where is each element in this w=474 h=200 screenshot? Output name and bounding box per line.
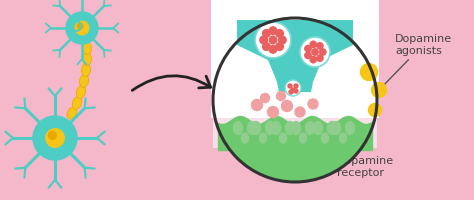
Ellipse shape <box>76 86 86 99</box>
Circle shape <box>75 22 89 36</box>
Circle shape <box>295 107 305 117</box>
Ellipse shape <box>285 122 294 135</box>
Ellipse shape <box>80 75 89 88</box>
Ellipse shape <box>313 122 322 135</box>
Circle shape <box>368 104 382 117</box>
Circle shape <box>319 50 326 56</box>
Circle shape <box>312 50 318 56</box>
Ellipse shape <box>82 64 91 77</box>
Circle shape <box>361 64 377 81</box>
Ellipse shape <box>265 122 274 135</box>
Ellipse shape <box>331 122 340 135</box>
Circle shape <box>300 38 330 68</box>
Circle shape <box>213 19 377 182</box>
Ellipse shape <box>280 133 286 143</box>
Circle shape <box>263 44 270 51</box>
Circle shape <box>317 43 323 50</box>
Circle shape <box>288 85 292 89</box>
Polygon shape <box>237 21 353 93</box>
Circle shape <box>294 90 298 94</box>
Ellipse shape <box>306 122 315 135</box>
Circle shape <box>279 37 286 45</box>
Ellipse shape <box>82 53 91 66</box>
Circle shape <box>267 107 279 118</box>
Circle shape <box>269 46 277 54</box>
Circle shape <box>213 19 377 182</box>
Ellipse shape <box>346 122 355 135</box>
Text: Dopamine
receptor: Dopamine receptor <box>302 134 394 177</box>
Circle shape <box>48 132 56 140</box>
Circle shape <box>289 91 293 95</box>
FancyArrowPatch shape <box>132 76 210 91</box>
Circle shape <box>255 23 291 59</box>
Circle shape <box>276 44 283 51</box>
Circle shape <box>46 129 64 148</box>
Ellipse shape <box>259 133 266 143</box>
Circle shape <box>276 92 285 101</box>
Ellipse shape <box>72 97 82 110</box>
Circle shape <box>66 13 98 45</box>
Circle shape <box>305 46 311 53</box>
Circle shape <box>260 37 267 45</box>
Circle shape <box>310 42 317 48</box>
Circle shape <box>252 100 263 111</box>
Ellipse shape <box>82 31 91 44</box>
Text: Dopamine: Dopamine <box>215 3 272 44</box>
Circle shape <box>285 81 301 97</box>
Ellipse shape <box>241 133 248 143</box>
Circle shape <box>291 89 295 93</box>
Ellipse shape <box>234 122 243 135</box>
Ellipse shape <box>82 42 91 55</box>
Circle shape <box>269 28 277 35</box>
Ellipse shape <box>272 122 281 135</box>
Ellipse shape <box>247 122 256 135</box>
Ellipse shape <box>67 107 77 120</box>
Circle shape <box>261 94 270 103</box>
Circle shape <box>77 24 83 30</box>
Circle shape <box>263 30 270 38</box>
Circle shape <box>282 101 292 112</box>
Circle shape <box>294 85 298 89</box>
Circle shape <box>305 53 311 59</box>
Bar <box>211 0 379 118</box>
Circle shape <box>310 57 317 63</box>
Bar <box>213 118 377 148</box>
Ellipse shape <box>339 133 346 143</box>
Circle shape <box>276 30 283 38</box>
Circle shape <box>33 116 77 160</box>
Circle shape <box>372 83 386 98</box>
Ellipse shape <box>292 122 301 135</box>
Circle shape <box>308 100 318 109</box>
Ellipse shape <box>300 133 307 143</box>
Circle shape <box>269 37 277 45</box>
Text: Dopamine
agonists: Dopamine agonists <box>381 34 452 89</box>
Ellipse shape <box>252 122 261 135</box>
Circle shape <box>317 56 323 62</box>
Ellipse shape <box>328 122 337 135</box>
Ellipse shape <box>321 133 328 143</box>
